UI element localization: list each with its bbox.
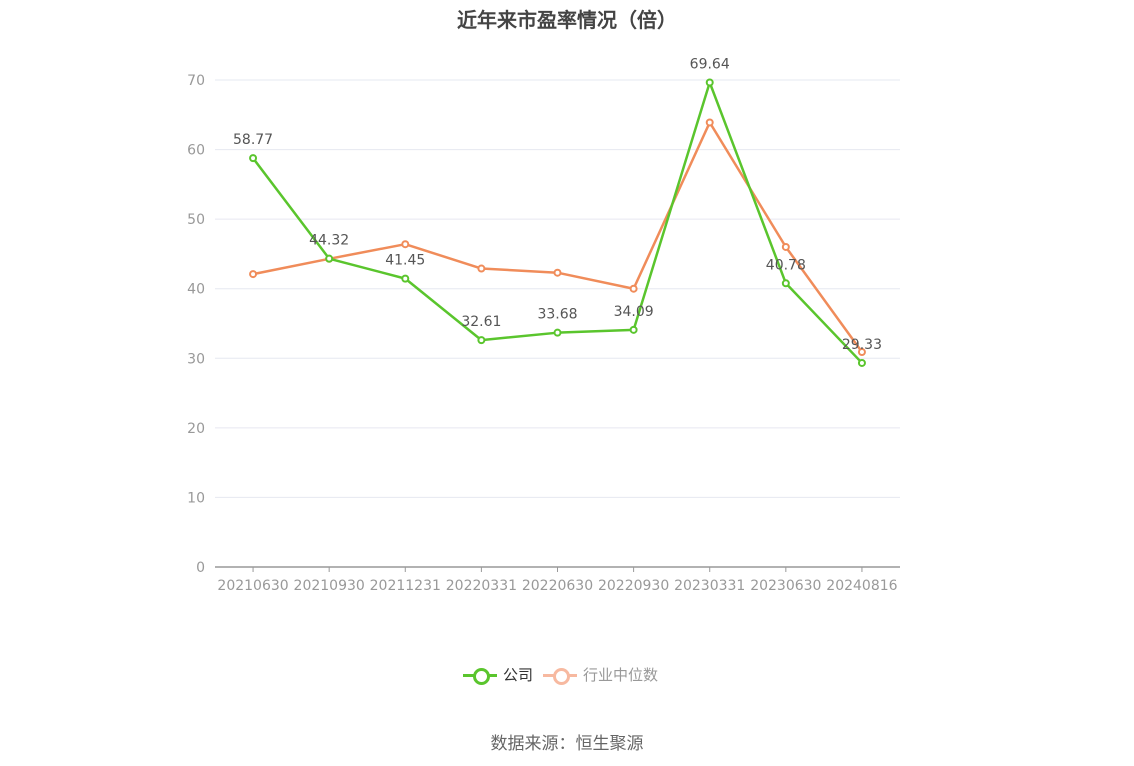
data-label-company: 69.64 xyxy=(690,57,730,73)
data-point-industry xyxy=(477,264,486,273)
data-point-industry xyxy=(781,242,790,251)
legend-label-industry: 行业中位数 xyxy=(583,666,659,684)
data-label-company: 58.77 xyxy=(233,132,273,148)
x-tick-label: 20220630 xyxy=(522,578,593,594)
data-point-industry xyxy=(629,284,638,293)
label-layer: 58.77 44.32 41.45 32.61 33.68 34.09 69.64 40.78… xyxy=(233,57,882,353)
x-tick-label: 20220331 xyxy=(446,578,517,594)
series-layer xyxy=(249,78,866,367)
y-tick-label: 40 xyxy=(187,282,205,298)
data-point-company xyxy=(629,325,638,334)
y-tick-label: 70 xyxy=(187,73,205,89)
x-tick-label: 20230630 xyxy=(750,578,821,594)
data-point-company xyxy=(857,358,866,367)
data-point-industry xyxy=(705,118,714,127)
legend-label-company: 公司 xyxy=(503,666,534,684)
grid-layer xyxy=(215,79,900,498)
data-point-industry xyxy=(401,240,410,249)
y-tick-label: 30 xyxy=(187,351,205,367)
data-point-company xyxy=(477,336,486,345)
y-tick-label: 50 xyxy=(187,212,205,228)
y-tick-label: 0 xyxy=(196,560,205,576)
x-tick-label: 20210930 xyxy=(294,578,365,594)
axis-layer: 0 10 20 30 40 50 60 70 20210630 20210930 20211231 2… xyxy=(187,73,900,594)
x-tick-label: 20210630 xyxy=(217,578,288,594)
legend-item-company[interactable]: 公司 xyxy=(463,664,533,685)
data-label-company: 41.45 xyxy=(385,253,425,269)
source-note: 数据来源：恒生聚源 xyxy=(490,734,644,754)
data-point-industry xyxy=(249,270,258,279)
data-point-company xyxy=(705,78,714,87)
data-label-company: 29.33 xyxy=(842,337,882,353)
x-tick-label: 20230331 xyxy=(674,578,745,594)
legend: 公司 行业中位数 xyxy=(463,664,668,685)
data-point-company xyxy=(325,254,334,263)
legend-item-industry[interactable]: 行业中位数 xyxy=(543,664,658,685)
data-point-company xyxy=(249,154,258,163)
data-point-industry xyxy=(553,268,562,277)
y-tick-label: 60 xyxy=(187,143,205,159)
x-tick-label: 20211231 xyxy=(370,578,441,594)
x-tick-label: 20220930 xyxy=(598,578,669,594)
y-tick-label: 10 xyxy=(187,490,205,506)
data-label-company: 33.68 xyxy=(537,307,577,323)
legend-marker-industry xyxy=(543,665,578,685)
data-label-company: 44.32 xyxy=(309,233,349,249)
legend-marker-company xyxy=(463,665,497,685)
data-label-company: 40.78 xyxy=(766,257,806,273)
data-label-company: 32.61 xyxy=(461,314,501,330)
y-tick-label: 20 xyxy=(187,421,205,437)
data-label-company: 34.09 xyxy=(614,304,654,320)
data-point-company xyxy=(781,279,790,288)
data-point-industry xyxy=(857,348,866,357)
data-point-company xyxy=(401,274,410,283)
chart-title: 近年来市盈率情况（倍） xyxy=(457,8,677,32)
data-point-company xyxy=(553,328,562,337)
x-tick-label: 20240816 xyxy=(826,578,897,594)
